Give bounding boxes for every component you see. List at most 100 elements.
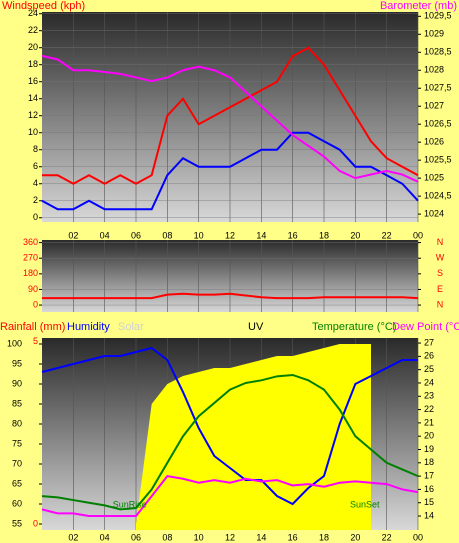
y-tick-label: 95 — [12, 358, 22, 368]
line — [41, 373, 419, 511]
y2-tick-label: 1024,5 — [424, 190, 452, 200]
annotation: SunRise — [113, 499, 147, 509]
x-tick-label: 16 — [288, 230, 298, 240]
y-tick-label: 75 — [12, 438, 22, 448]
y2-tick-label: 1024 — [424, 208, 444, 218]
axis-label: Humidity — [67, 321, 110, 333]
axis-label: Temperature (°C) — [312, 321, 396, 333]
y2-tick-label: 21 — [424, 417, 434, 427]
y-tick-label: 85 — [12, 398, 22, 408]
x-tick-label: 18 — [319, 532, 329, 542]
y2-tick-label: 17 — [424, 470, 434, 480]
y2-tick-label: 25 — [424, 364, 434, 374]
y2-tick-label: 1025,5 — [424, 155, 452, 165]
y-tick-label: 360 — [23, 237, 38, 247]
x-tick-label: 12 — [225, 230, 235, 240]
y3-tick-label: 0 — [33, 519, 38, 529]
y-tick-label: 270 — [23, 253, 38, 263]
y-tick-label: 16 — [28, 76, 38, 86]
y2-tick-label: 14 — [424, 510, 434, 520]
y2-tick-label: 1026 — [424, 137, 444, 147]
axis-label: Solar — [118, 321, 144, 333]
x-tick-label: 00 — [413, 532, 423, 542]
x-tick-label: 20 — [350, 230, 360, 240]
y2-tick-label: 18 — [424, 457, 434, 467]
y-tick-label: 20 — [28, 42, 38, 52]
y2-tick-label: 22 — [424, 404, 434, 414]
x-tick-label: 02 — [68, 230, 78, 240]
line — [41, 131, 419, 211]
line — [41, 54, 419, 183]
y3-tick-label: 5 — [33, 336, 38, 346]
y-tick-label: 0 — [33, 212, 38, 222]
axis-label: Rainfall (mm) — [0, 321, 65, 333]
y2-tick-label: 26 — [424, 351, 434, 361]
x-tick-label: 10 — [194, 230, 204, 240]
x-tick-label: 00 — [413, 230, 423, 240]
y-tick-label: 12 — [28, 110, 38, 120]
x-tick-label: 10 — [194, 532, 204, 542]
y2-tick-label: N — [437, 299, 444, 309]
y-tick-label: 90 — [12, 378, 22, 388]
y-tick-label: 100 — [7, 338, 22, 348]
y-tick-label: 60 — [12, 498, 22, 508]
axis-label: Windspeed (kph) — [2, 0, 85, 12]
y2-tick-label: 27 — [424, 337, 434, 347]
y2-tick-label: 19 — [424, 444, 434, 454]
x-tick-label: 20 — [350, 532, 360, 542]
y2-tick-label: 24 — [424, 377, 434, 387]
y-tick-label: 0 — [33, 299, 38, 309]
x-tick-label: 06 — [131, 532, 141, 542]
y2-tick-label: 1026,5 — [424, 119, 452, 129]
axis-label: UV — [248, 321, 264, 333]
y-tick-label: 18 — [28, 59, 38, 69]
x-tick-label: 18 — [319, 230, 329, 240]
x-tick-label: 08 — [162, 532, 172, 542]
y2-tick-label: W — [436, 253, 445, 263]
y2-tick-label: 1027,5 — [424, 83, 452, 93]
y2-tick-label: 23 — [424, 391, 434, 401]
y-tick-label: 55 — [12, 518, 22, 528]
y-tick-label: 65 — [12, 478, 22, 488]
x-tick-label: 04 — [100, 532, 110, 542]
y-tick-label: 90 — [28, 284, 38, 294]
line — [41, 346, 418, 506]
line — [42, 292, 419, 300]
y2-tick-label: 1028 — [424, 65, 444, 75]
y2-tick-label: 16 — [424, 484, 434, 494]
y2-tick-label: 1025 — [424, 173, 444, 183]
y2-tick-label: E — [437, 284, 443, 294]
annotation: SunSet — [350, 499, 380, 509]
y2-tick-label: S — [437, 268, 443, 278]
x-tick-label: 04 — [100, 230, 110, 240]
x-tick-label: 02 — [68, 532, 78, 542]
y-tick-label: 6 — [33, 161, 38, 171]
y2-tick-label: 1029 — [424, 29, 444, 39]
y-tick-label: 24 — [28, 8, 38, 18]
area — [136, 344, 371, 530]
y2-tick-label: N — [437, 237, 444, 247]
y-tick-label: 70 — [12, 458, 22, 468]
line — [42, 46, 419, 185]
y-tick-label: 22 — [28, 25, 38, 35]
y2-tick-label: 15 — [424, 497, 434, 507]
axis-label: Barometer (mb) — [380, 0, 457, 12]
y2-tick-label: 1029,5 — [424, 11, 452, 21]
x-tick-label: 12 — [225, 532, 235, 542]
x-tick-label: 22 — [382, 532, 392, 542]
y-tick-label: 80 — [12, 418, 22, 428]
x-tick-label: 14 — [256, 532, 266, 542]
y2-tick-label: 20 — [424, 431, 434, 441]
x-tick-label: 06 — [131, 230, 141, 240]
y2-tick-label: 1027 — [424, 101, 444, 111]
y-tick-label: 180 — [23, 268, 38, 278]
x-tick-label: 22 — [382, 230, 392, 240]
x-tick-label: 16 — [288, 532, 298, 542]
y2-tick-label: 1028,5 — [424, 47, 452, 57]
line — [41, 475, 419, 518]
y-tick-label: 8 — [33, 144, 38, 154]
x-tick-label: 08 — [162, 230, 172, 240]
axis-label: Dew Point (°C — [392, 321, 459, 333]
x-tick-label: 14 — [256, 230, 266, 240]
